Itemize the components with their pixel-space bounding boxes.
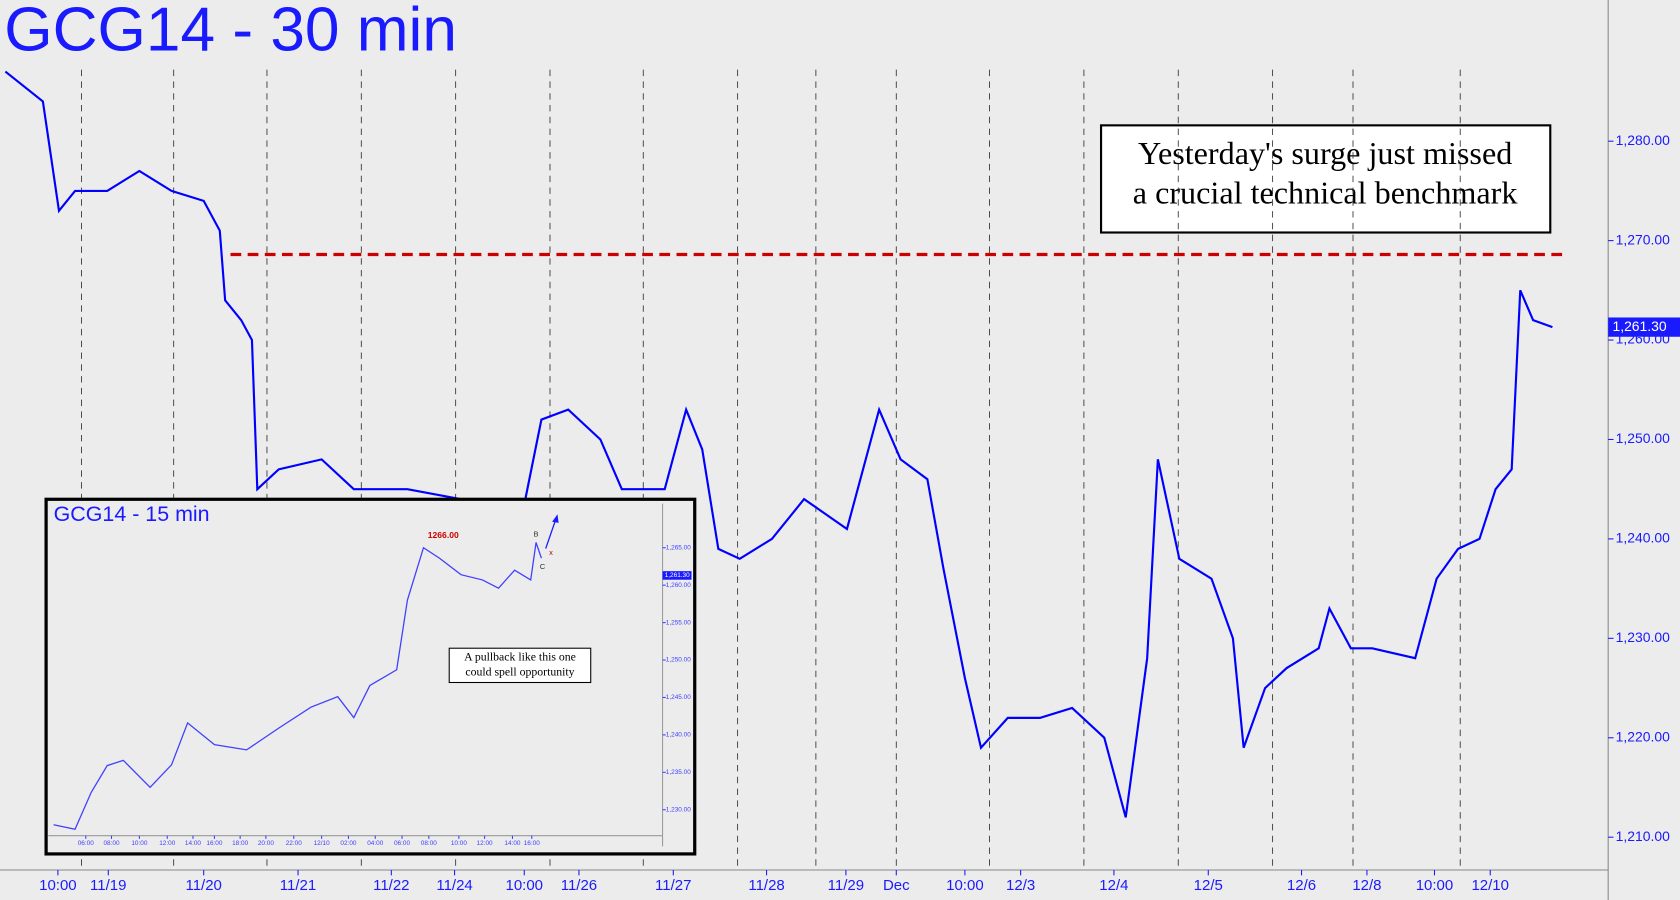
inset-x-tick-label: 08:00 xyxy=(103,840,120,847)
y-tick-label: 1,210.00 xyxy=(1616,828,1670,844)
price-line xyxy=(53,542,543,830)
inset-x-tick-label: 12:00 xyxy=(477,840,494,847)
x-tick-label: 12/3 xyxy=(1006,877,1035,894)
inset-annotation-box xyxy=(448,647,592,684)
inset-x-tick-label: 06:00 xyxy=(394,840,411,847)
inset-x-tick-label: 14:00 xyxy=(185,840,202,847)
x-tick-label: 11/24 xyxy=(436,877,472,894)
inset-x-tick-label: 08:00 xyxy=(421,840,438,847)
inset-x-tick-label: 14:00 xyxy=(504,840,521,847)
y-tick-label: 1,270.00 xyxy=(1616,231,1670,247)
x-tick-label: Dec xyxy=(883,877,910,894)
x-tick-label: 10:00 xyxy=(946,877,984,894)
inset-annotation: could spell opportunity xyxy=(465,666,574,679)
chart-title: GCG14 - 30 min xyxy=(4,0,457,65)
inset-y-tick-label: 1,260.00 xyxy=(666,582,691,589)
inset-x-tick-label: 16:00 xyxy=(524,840,541,847)
x-tick-label: 11/28 xyxy=(748,877,784,894)
x-tick-label: 12/10 xyxy=(1471,877,1509,894)
price-line xyxy=(4,70,1553,818)
inset-x-tick-label: 18:00 xyxy=(232,840,249,847)
inset-x-tick-label: 06:00 xyxy=(78,840,95,847)
x-tick-label: 11/20 xyxy=(185,877,221,894)
inset-x-tick-label: 12:00 xyxy=(159,840,176,847)
y-tick-label: 1,220.00 xyxy=(1616,728,1670,744)
inset-title: GCG14 - 15 min xyxy=(54,502,210,526)
annotation-box xyxy=(1099,124,1552,234)
inset-x-tick-label: 10:00 xyxy=(451,840,468,847)
inset-price-tag-label: 1,261.30 xyxy=(665,572,690,579)
inset-y-tick-label: 1,255.00 xyxy=(666,619,691,626)
inset-chart: GCG14 - 15 min 1,230.00 1,235.00 1,240.00 1,… xyxy=(44,497,697,856)
forecast-arrow-head xyxy=(552,514,559,523)
y-tick-label: 1,230.00 xyxy=(1616,629,1670,645)
x-tick-label: 10:00 xyxy=(1416,877,1454,894)
y-tick-label: 1,250.00 xyxy=(1616,430,1670,446)
price-tag-label: 1,261.30 xyxy=(1612,318,1666,334)
x-tick-label: 11/21 xyxy=(280,877,316,894)
inset-annotation: A pullback like this one xyxy=(464,651,576,664)
inset-frame xyxy=(44,497,697,856)
annotation: Yesterday's surge just missed xyxy=(1138,135,1512,171)
x-tick-label: 11/22 xyxy=(373,877,409,894)
wave-label: C xyxy=(540,562,546,571)
x-tick-label: 11/29 xyxy=(828,877,864,894)
inset-x-tick-label: 22:00 xyxy=(286,840,303,847)
inset-y-tick-label: 1,250.00 xyxy=(666,657,691,664)
inset-y-tick-label: 1,265.00 xyxy=(666,544,691,551)
inset-x-tick-label: 16:00 xyxy=(206,840,223,847)
x-tick-label: 11/27 xyxy=(655,877,691,894)
x-tick-label: 12/5 xyxy=(1194,877,1223,894)
inset-y-tick-label: 1,235.00 xyxy=(666,769,691,776)
annotation: a crucial technical benchmark xyxy=(1133,174,1519,210)
inset-y-tick-label: 1,245.00 xyxy=(666,694,691,701)
inset-price-tag xyxy=(662,571,692,580)
x-tick-label: 12/4 xyxy=(1099,877,1128,894)
y-tick-label: 1,240.00 xyxy=(1616,530,1670,546)
inset-x-tick-label: 04:00 xyxy=(367,840,384,847)
inset-y-tick-label: 1,230.00 xyxy=(666,806,691,813)
wave-label: B xyxy=(534,530,539,539)
x-tick-label: 10:00 xyxy=(39,877,77,894)
x-tick-label: 11/19 xyxy=(90,877,126,894)
forecast-arrow xyxy=(545,517,558,549)
inset-y-tick-label: 1,240.00 xyxy=(666,732,691,739)
x-tick-label: 11/26 xyxy=(561,877,597,894)
y-tick-label: 1,280.00 xyxy=(1616,132,1670,148)
x-tick-label: 12/8 xyxy=(1352,877,1381,894)
x-tick-label: 12/6 xyxy=(1287,877,1316,894)
x-tick-label: 10:00 xyxy=(505,877,543,894)
price-tag xyxy=(1608,317,1680,337)
inset-high-label: 1266.00 xyxy=(428,530,459,540)
inset-x-tick-label: 10:00 xyxy=(131,840,148,847)
inset-x-tick-label: 20:00 xyxy=(258,840,275,847)
inset-x-tick-label: 12/10 xyxy=(314,840,331,847)
inset-x-tick-label: 02:00 xyxy=(340,840,357,847)
wave-label: x xyxy=(549,548,553,557)
